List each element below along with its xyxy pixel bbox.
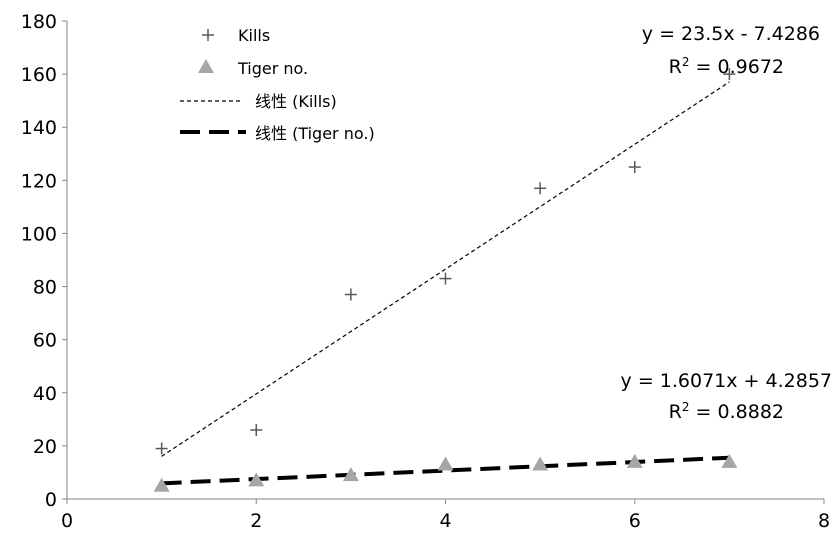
legend-item-tiger: Tiger no.	[198, 59, 308, 78]
data-point-kills	[344, 288, 357, 301]
y-tick-label: 80	[33, 277, 57, 299]
data-point-tiger	[532, 456, 549, 471]
legend-marker-triangle	[198, 59, 214, 73]
legend-plus-mark	[202, 29, 214, 41]
x-tick-label: 0	[61, 510, 73, 532]
data-point-tiger	[626, 453, 643, 468]
legend-item-trend-tiger: 线性 (Tiger no.)	[180, 124, 375, 143]
r2-symbol-kills: R	[669, 56, 682, 78]
data-point-kills	[723, 68, 736, 81]
x-tick-label: 4	[439, 510, 451, 532]
data-point-kills	[534, 182, 547, 195]
data-point-kills	[250, 423, 263, 436]
legend-triangle-mark	[198, 59, 214, 73]
y-tick-label: 20	[33, 436, 57, 458]
y-tick-label: 100	[21, 223, 57, 245]
trendline-kills	[161, 81, 730, 457]
data-points	[153, 68, 738, 492]
equation-text-tiger: y = 1.6071x + 4.2857	[621, 370, 832, 392]
equation-kills: y = 23.5x - 7.4286 R2 = 0.9672	[642, 23, 820, 78]
legend-item-trend-kills: 线性 (Kills)	[180, 92, 337, 111]
equation-tiger: y = 1.6071x + 4.2857 R2 = 0.8882	[621, 370, 832, 423]
legend-marker-plus	[202, 29, 214, 41]
data-point-kills	[155, 442, 168, 455]
data-point-kills	[628, 161, 641, 174]
legend-label-kills: Kills	[238, 26, 270, 45]
data-point-tiger	[248, 472, 265, 487]
x-tick-label: 8	[818, 510, 830, 532]
r2-text-kills: R2 = 0.9672	[669, 55, 784, 78]
legend: Kills Tiger no. 线性 (Kills) 线性 (Tiger no.…	[180, 26, 375, 143]
r2-symbol-tiger: R	[669, 401, 682, 423]
x-tick-label: 2	[250, 510, 262, 532]
y-tick-label: 60	[33, 330, 57, 352]
r2-text-tiger: R2 = 0.8882	[669, 400, 784, 423]
axes	[62, 20, 825, 504]
legend-label-trend-kills: 线性 (Kills)	[255, 92, 337, 111]
data-point-tiger	[437, 456, 454, 471]
data-point-tiger	[153, 477, 170, 492]
x-tick-label: 6	[629, 510, 641, 532]
data-point-kills	[439, 272, 452, 285]
y-tick-label: 120	[21, 170, 57, 192]
y-tick-label: 160	[21, 64, 57, 86]
legend-label-trend-tiger: 线性 (Tiger no.)	[255, 124, 375, 143]
data-point-tiger	[342, 467, 359, 482]
legend-item-kills: Kills	[202, 26, 270, 45]
r2-value-tiger: = 0.8882	[690, 401, 784, 423]
y-tick-label: 180	[21, 11, 57, 33]
tick-labels: 0 20 40 60 80 100 120 140 160 180 0 2 4 6 8	[21, 11, 830, 532]
y-tick-label: 0	[45, 489, 57, 511]
equation-text-kills: y = 23.5x - 7.4286	[642, 23, 820, 45]
data-point-tiger	[721, 453, 738, 468]
y-tick-label: 40	[33, 383, 57, 405]
r2-value-kills: = 0.9672	[690, 56, 784, 78]
y-tick-label: 140	[21, 117, 57, 139]
legend-label-tiger: Tiger no.	[237, 59, 308, 78]
